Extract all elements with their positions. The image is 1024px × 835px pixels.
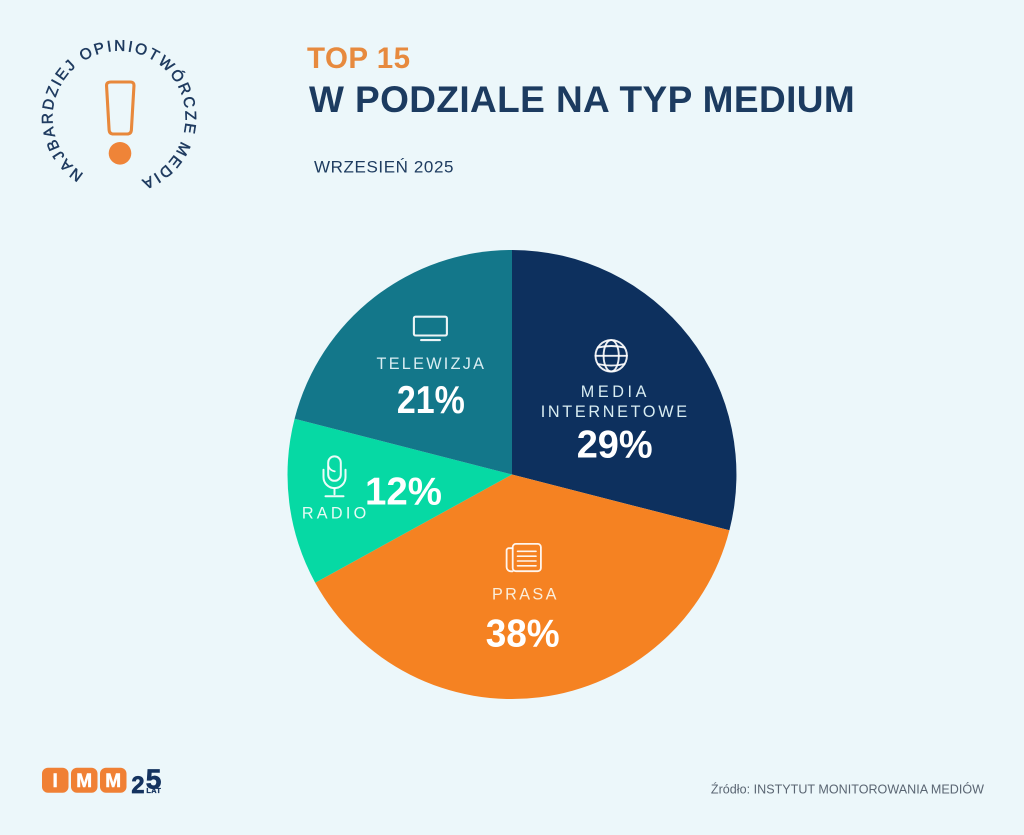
svg-text:PRASA: PRASA: [492, 586, 559, 604]
svg-text:M: M: [76, 771, 92, 792]
svg-text:TELEWIZJA: TELEWIZJA: [377, 355, 487, 373]
svg-text:M: M: [105, 771, 121, 792]
svg-text:MEDIA: MEDIA: [581, 383, 650, 401]
svg-text:12%: 12%: [365, 470, 442, 513]
svg-text:2: 2: [131, 773, 144, 799]
svg-text:5: 5: [146, 763, 162, 794]
svg-text:NAJBARDZIEJ OPINIOTWÓRCZE MEDI: NAJBARDZIEJ OPINIOTWÓRCZE MEDIA: [39, 38, 198, 193]
svg-text:Źródło: INSTYTUT MONITOROWANIA: Źródło: INSTYTUT MONITOROWANIA MEDIÓW: [711, 782, 984, 797]
svg-text:INTERNETOWE: INTERNETOWE: [541, 403, 690, 421]
svg-text:RADIO: RADIO: [302, 504, 370, 522]
svg-text:29%: 29%: [577, 423, 653, 466]
svg-text:W PODZIALE NA TYP MEDIUM: W PODZIALE NA TYP MEDIUM: [309, 79, 855, 120]
svg-text:WRZESIEŃ 2025: WRZESIEŃ 2025: [314, 158, 454, 177]
svg-text:21%: 21%: [397, 379, 465, 422]
svg-text:38%: 38%: [486, 613, 560, 656]
svg-text:I: I: [53, 771, 58, 792]
svg-text:LAT: LAT: [146, 786, 161, 795]
svg-text:TOP 15: TOP 15: [307, 42, 411, 75]
